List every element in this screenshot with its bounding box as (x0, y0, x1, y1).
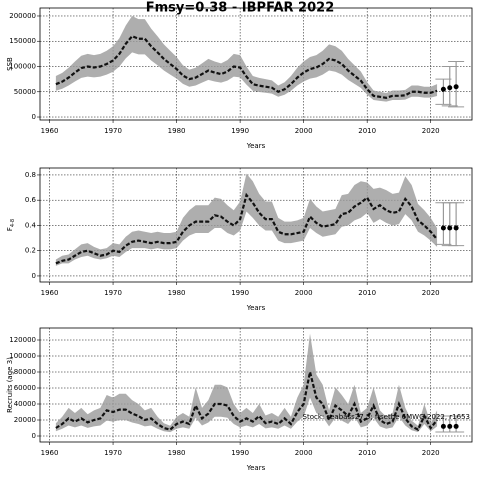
x-tick-label: 2010 (358, 449, 376, 457)
projection-point (440, 86, 446, 92)
x-tick-label: 2000 (295, 289, 313, 297)
x-tick-label: 2010 (358, 127, 376, 135)
y-axis-label-main: Recruits (age 3) (6, 357, 14, 413)
plot-area (55, 15, 465, 108)
y-tick-label: 0.6 (25, 196, 37, 204)
y-axis-label: F4-8 (6, 219, 16, 231)
x-tick-label: 1960 (41, 127, 59, 135)
x-tick-label: 2000 (295, 127, 313, 135)
y-tick-label: 0 (32, 272, 36, 280)
x-tick-label: 1970 (104, 289, 122, 297)
y-tick-label: 80000 (14, 368, 36, 376)
annotation: Stock: seabass27.5; ftsethe 6MWG-2022, r… (303, 413, 470, 421)
projection-point (447, 85, 453, 91)
x-tick-label: 1990 (231, 449, 249, 457)
x-tick-label: 1980 (168, 449, 186, 457)
projection-point (453, 423, 459, 429)
y-tick-label: 120000 (9, 336, 36, 344)
y-tick-label: 100000 (9, 63, 36, 71)
uncertainty-band (55, 333, 438, 433)
projection-point (440, 225, 446, 231)
x-tick-label: 2010 (358, 289, 376, 297)
chart-title: Fmsy=0.38 - IBPFAR 2022 (146, 1, 335, 16)
x-tick-label: 2020 (422, 289, 440, 297)
x-tick-label: 1990 (231, 127, 249, 135)
y-tick-label: 200000 (9, 12, 36, 20)
y-tick-label: 150000 (9, 37, 36, 45)
x-axis-label: Years (246, 464, 266, 472)
x-tick-label: 2020 (422, 449, 440, 457)
x-axis-label: Years (246, 142, 266, 150)
x-tick-label: 2000 (295, 449, 313, 457)
projection-point (447, 423, 453, 429)
x-tick-label: 2020 (422, 127, 440, 135)
y-tick-label: 0.2 (25, 247, 36, 255)
median-line (55, 34, 438, 99)
plot-frame (39, 167, 473, 283)
x-tick-label: 1960 (41, 289, 59, 297)
x-tick-label: 1980 (168, 127, 186, 135)
y-tick-label: 50000 (14, 88, 36, 96)
y-tick-label: 60000 (14, 384, 36, 392)
x-tick-label: 1980 (168, 289, 186, 297)
y-axis-label-main: SSB (6, 57, 14, 71)
uncertainty-band (55, 15, 438, 102)
x-tick-label: 1970 (104, 449, 122, 457)
projection-point (447, 225, 453, 231)
median-line (55, 192, 438, 265)
projection-point (453, 225, 459, 231)
y-axis-label: Recruits (age 3) (6, 357, 14, 413)
y-axis-label-main: F (6, 227, 14, 231)
plot-area (55, 173, 465, 266)
x-tick-label: 1970 (104, 127, 122, 135)
x-axis-label: Years (246, 304, 266, 312)
y-axis-label-subscript: 4-8 (10, 219, 16, 227)
y-tick-label: 20000 (14, 416, 36, 424)
y-tick-label: 0.8 (25, 171, 36, 179)
plot-frame (39, 327, 473, 443)
y-axis-label: SSB (6, 57, 14, 71)
projection-point (453, 84, 459, 90)
y-tick-label: 0.4 (25, 221, 37, 229)
plot-frame (39, 7, 473, 121)
y-tick-label: 100000 (9, 352, 36, 360)
x-tick-label: 1960 (41, 449, 59, 457)
median-line (55, 371, 438, 432)
y-tick-label: 0 (32, 113, 36, 121)
projection-point (440, 423, 446, 429)
y-tick-label: 40000 (14, 400, 36, 408)
y-tick-label: 0 (32, 432, 36, 440)
plot-area (55, 333, 465, 433)
x-tick-label: 1990 (231, 289, 249, 297)
